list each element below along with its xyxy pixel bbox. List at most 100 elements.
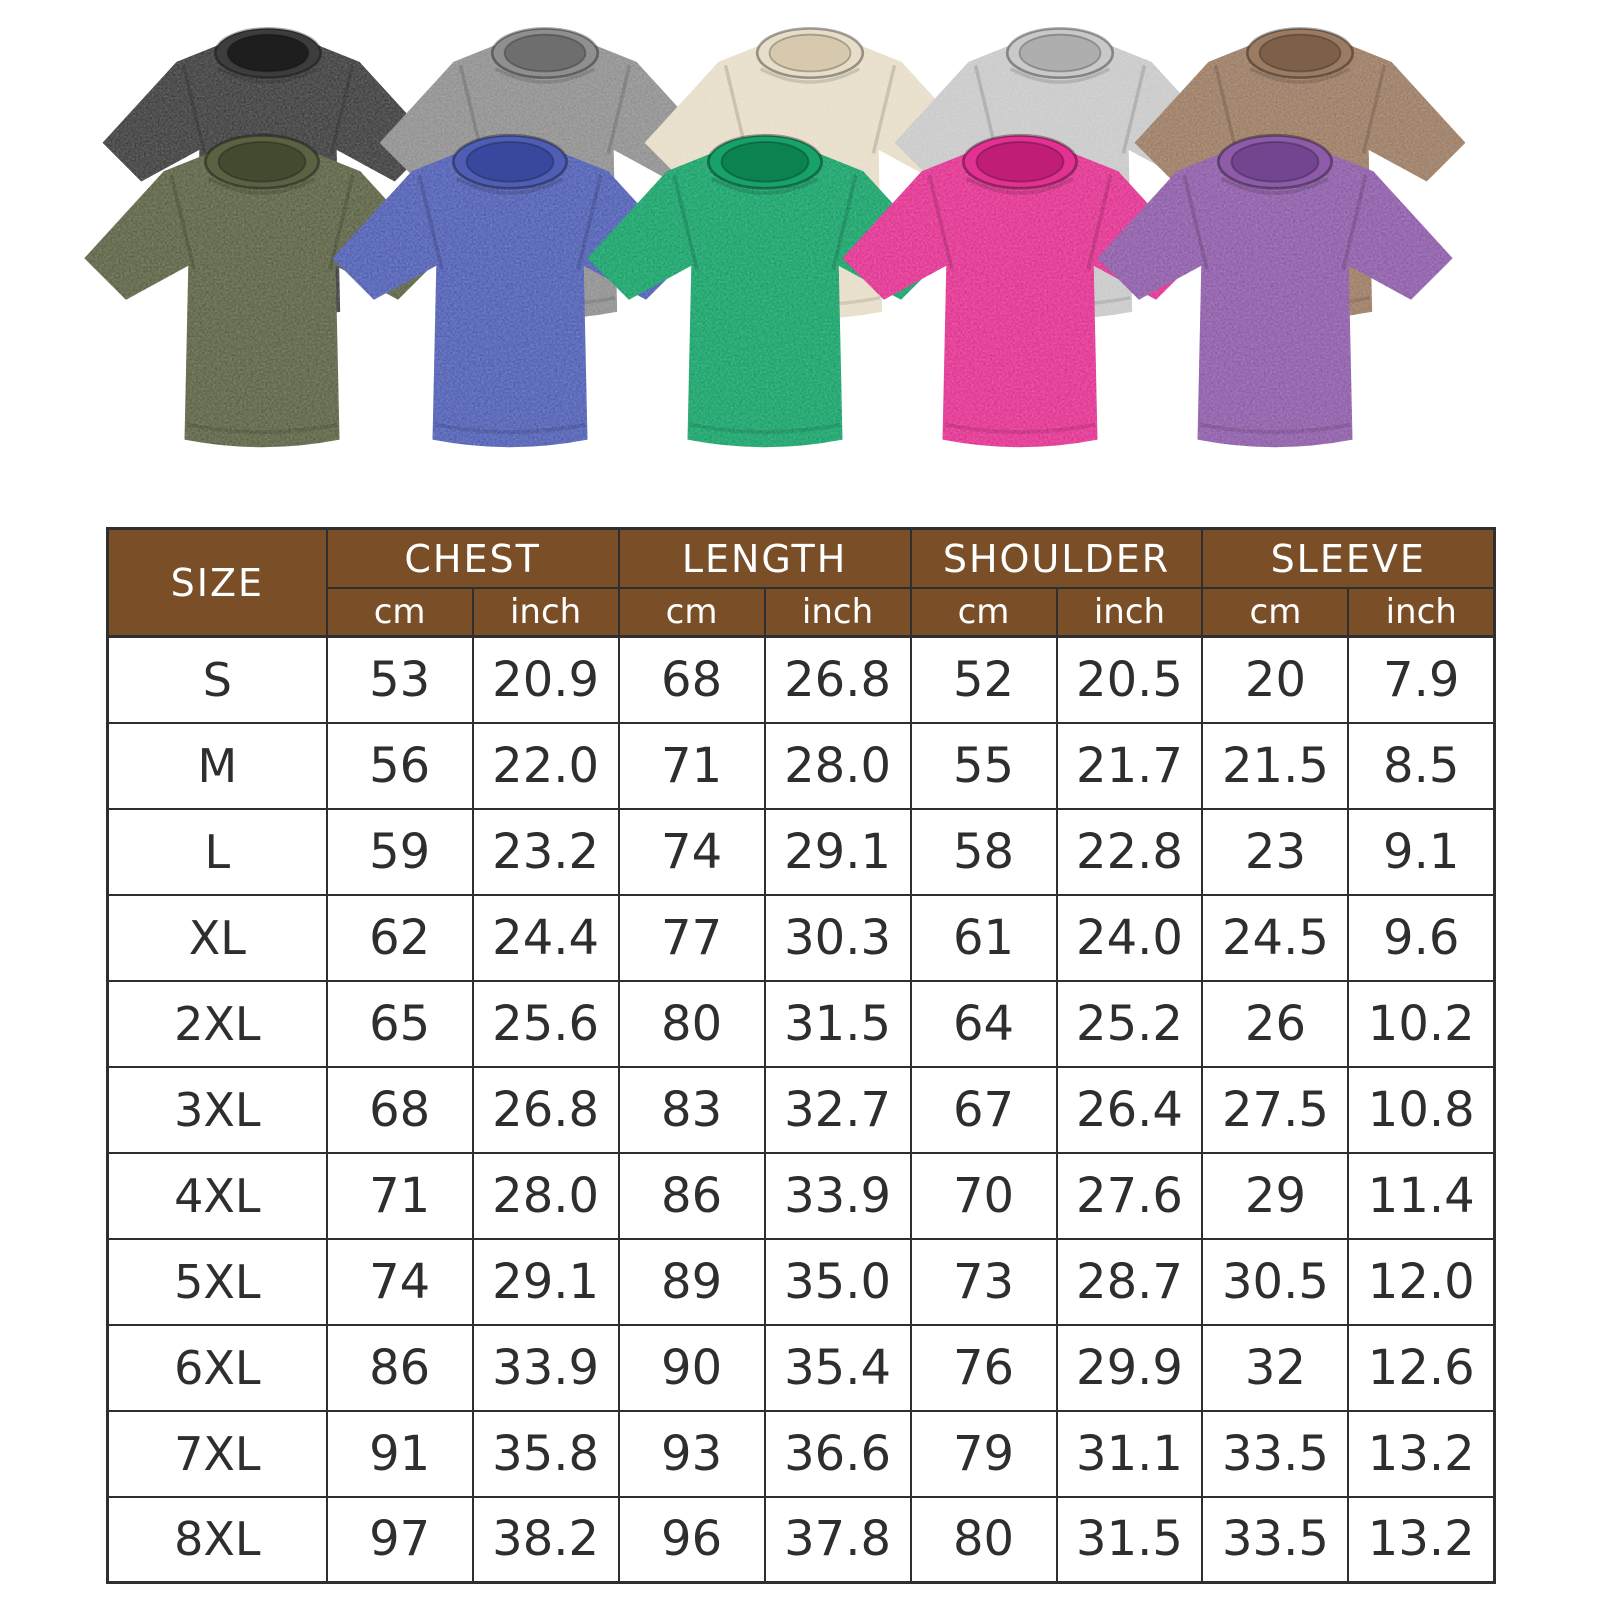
sleeve-cm-cell: 26: [1201, 979, 1350, 1068]
sleeve-inch-cell: 13.2: [1347, 1495, 1496, 1584]
size-row-L: L 59 23.2 74 29.1 58 22.8 23 9.1: [106, 807, 1496, 896]
chest-inch-cell: 29.1: [471, 1237, 620, 1326]
length-cm-cell: 68: [617, 635, 766, 724]
chest-inch-cell: 22.0: [471, 721, 620, 810]
shoulder-inch-cell: 29.9: [1055, 1323, 1204, 1412]
sleeve-inch-cell: 13.2: [1347, 1409, 1496, 1498]
length-cm-cell: 89: [617, 1237, 766, 1326]
shoulder-inch-cell: 20.5: [1055, 635, 1204, 724]
length-column-header: LENGTH: [617, 527, 912, 589]
sleeve-cm-cell: 33.5: [1201, 1495, 1350, 1584]
chest-inch-cell: 35.8: [471, 1409, 620, 1498]
sleeve-cm-cell: 20: [1201, 635, 1350, 724]
size-row-6XL: 6XL 86 33.9 90 35.4 76 29.9 32 12.6: [106, 1323, 1496, 1412]
size-cell: 6XL: [106, 1323, 328, 1412]
chest-cm-cell: 97: [325, 1495, 474, 1584]
length-cm-cell: 93: [617, 1409, 766, 1498]
shoulder-cm-cell: 67: [909, 1065, 1058, 1154]
chest-inch-cell: 28.0: [471, 1151, 620, 1240]
shoulder-inch-cell: 21.7: [1055, 721, 1204, 810]
shoulder-inch-header: inch: [1055, 587, 1204, 638]
shoulder-inch-cell: 22.8: [1055, 807, 1204, 896]
sleeve-inch-cell: 10.8: [1347, 1065, 1496, 1154]
length-cm-cell: 90: [617, 1323, 766, 1412]
sleeve-inch-cell: 12.6: [1347, 1323, 1496, 1412]
sleeve-cm-cell: 24.5: [1201, 893, 1350, 982]
sleeve-cm-cell: 23: [1201, 807, 1350, 896]
length-inch-cell: 28.0: [763, 721, 912, 810]
length-inch-cell: 30.3: [763, 893, 912, 982]
length-inch-cell: 35.4: [763, 1323, 912, 1412]
shoulder-cm-header: cm: [909, 587, 1058, 638]
tshirt-washed-purple: [1086, 122, 1464, 470]
shoulder-inch-cell: 25.2: [1055, 979, 1204, 1068]
shoulder-column-header: SHOULDER: [909, 527, 1204, 589]
chest-cm-cell: 59: [325, 807, 474, 896]
size-cell: L: [106, 807, 328, 896]
length-inch-cell: 36.6: [763, 1409, 912, 1498]
length-inch-cell: 35.0: [763, 1237, 912, 1326]
size-row-S: S 53 20.9 68 26.8 52 20.5 20 7.9: [106, 635, 1496, 724]
chest-cm-header: cm: [325, 587, 474, 638]
chest-cm-cell: 56: [325, 721, 474, 810]
size-cell: 4XL: [106, 1151, 328, 1240]
shoulder-cm-cell: 79: [909, 1409, 1058, 1498]
chest-inch-cell: 20.9: [471, 635, 620, 724]
sleeve-cm-cell: 27.5: [1201, 1065, 1350, 1154]
size-row-4XL: 4XL 71 28.0 86 33.9 70 27.6 29 11.4: [106, 1151, 1496, 1240]
chest-cm-cell: 68: [325, 1065, 474, 1154]
chest-inch-cell: 25.6: [471, 979, 620, 1068]
chest-inch-cell: 33.9: [471, 1323, 620, 1412]
size-cell: 2XL: [106, 979, 328, 1068]
size-cell: 3XL: [106, 1065, 328, 1154]
chest-inch-cell: 23.2: [471, 807, 620, 896]
shoulder-inch-cell: 26.4: [1055, 1065, 1204, 1154]
chest-cm-cell: 62: [325, 893, 474, 982]
shoulder-inch-cell: 27.6: [1055, 1151, 1204, 1240]
length-inch-cell: 32.7: [763, 1065, 912, 1154]
sleeve-inch-cell: 9.1: [1347, 807, 1496, 896]
chest-cm-cell: 65: [325, 979, 474, 1068]
sleeve-inch-cell: 11.4: [1347, 1151, 1496, 1240]
chest-cm-cell: 71: [325, 1151, 474, 1240]
length-cm-cell: 74: [617, 807, 766, 896]
shoulder-cm-cell: 70: [909, 1151, 1058, 1240]
chest-cm-cell: 74: [325, 1237, 474, 1326]
length-cm-cell: 71: [617, 721, 766, 810]
size-row-5XL: 5XL 74 29.1 89 35.0 73 28.7 30.5 12.0: [106, 1237, 1496, 1326]
chest-cm-cell: 91: [325, 1409, 474, 1498]
shoulder-cm-cell: 76: [909, 1323, 1058, 1412]
length-inch-cell: 37.8: [763, 1495, 912, 1584]
sleeve-cm-cell: 33.5: [1201, 1409, 1350, 1498]
size-row-M: M 56 22.0 71 28.0 55 21.7 21.5 8.5: [106, 721, 1496, 810]
size-row-8XL: 8XL 97 38.2 96 37.8 80 31.5 33.5 13.2: [106, 1495, 1496, 1584]
sleeve-inch-cell: 12.0: [1347, 1237, 1496, 1326]
chest-inch-header: inch: [471, 587, 620, 638]
size-row-XL: XL 62 24.4 77 30.3 61 24.0 24.5 9.6: [106, 893, 1496, 982]
sleeve-inch-cell: 7.9: [1347, 635, 1496, 724]
shoulder-cm-cell: 80: [909, 1495, 1058, 1584]
shoulder-inch-cell: 31.1: [1055, 1409, 1204, 1498]
length-inch-cell: 26.8: [763, 635, 912, 724]
sleeve-column-header: SLEEVE: [1201, 527, 1496, 589]
shoulder-cm-cell: 58: [909, 807, 1058, 896]
sleeve-cm-cell: 32: [1201, 1323, 1350, 1412]
size-cell: 8XL: [106, 1495, 328, 1584]
chest-inch-cell: 24.4: [471, 893, 620, 982]
size-cell: 5XL: [106, 1237, 328, 1326]
length-inch-cell: 29.1: [763, 807, 912, 896]
shoulder-inch-cell: 24.0: [1055, 893, 1204, 982]
size-column-header: SIZE: [106, 527, 328, 638]
size-cell: XL: [106, 893, 328, 982]
size-chart-table: SIZE CHEST LENGTH SHOULDER SLEEVE cm inc…: [106, 527, 1496, 1584]
sleeve-inch-cell: 10.2: [1347, 979, 1496, 1068]
length-cm-cell: 83: [617, 1065, 766, 1154]
sleeve-cm-cell: 21.5: [1201, 721, 1350, 810]
length-cm-cell: 86: [617, 1151, 766, 1240]
chest-inch-cell: 26.8: [471, 1065, 620, 1154]
size-row-7XL: 7XL 91 35.8 93 36.6 79 31.1 33.5 13.2: [106, 1409, 1496, 1498]
size-row-3XL: 3XL 68 26.8 83 32.7 67 26.4 27.5 10.8: [106, 1065, 1496, 1154]
sleeve-inch-cell: 9.6: [1347, 893, 1496, 982]
size-row-2XL: 2XL 65 25.6 80 31.5 64 25.2 26 10.2: [106, 979, 1496, 1068]
